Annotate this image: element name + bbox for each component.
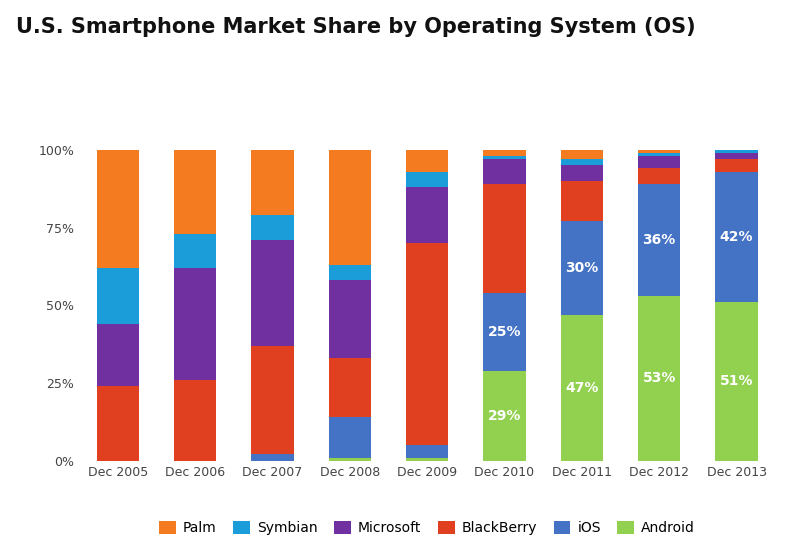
Bar bbox=[328, 358, 371, 417]
Bar bbox=[715, 153, 758, 159]
Bar bbox=[328, 265, 371, 280]
Bar bbox=[483, 293, 526, 371]
Bar bbox=[638, 156, 680, 169]
Bar bbox=[406, 445, 448, 457]
Bar bbox=[174, 150, 217, 234]
Bar bbox=[328, 150, 371, 265]
Bar bbox=[252, 215, 293, 240]
Bar bbox=[406, 457, 448, 461]
Text: comScore MobiLens, U.S., Age 13+, December 2005 - December 2013: comScore MobiLens, U.S., Age 13+, Decemb… bbox=[25, 59, 570, 73]
Bar bbox=[406, 243, 448, 445]
Bar bbox=[328, 457, 371, 461]
Bar bbox=[561, 315, 603, 461]
Text: 53%: 53% bbox=[642, 371, 676, 385]
Bar bbox=[561, 181, 603, 221]
Bar bbox=[561, 221, 603, 315]
Bar bbox=[252, 455, 293, 461]
Bar bbox=[174, 380, 217, 461]
Bar bbox=[715, 171, 758, 302]
Bar bbox=[561, 159, 603, 165]
Bar bbox=[97, 324, 139, 386]
Bar bbox=[328, 417, 371, 457]
Bar bbox=[561, 150, 603, 159]
Bar bbox=[97, 386, 139, 461]
Text: 25%: 25% bbox=[488, 325, 521, 339]
Bar bbox=[174, 234, 217, 268]
Text: 51%: 51% bbox=[720, 375, 753, 388]
Bar bbox=[638, 150, 680, 153]
Bar bbox=[328, 280, 371, 358]
Bar bbox=[252, 346, 293, 455]
Bar bbox=[483, 159, 526, 184]
Text: 36%: 36% bbox=[642, 233, 676, 247]
Bar bbox=[715, 150, 758, 153]
Bar bbox=[483, 150, 526, 156]
Bar bbox=[252, 240, 293, 346]
Bar bbox=[97, 150, 139, 268]
Bar bbox=[715, 159, 758, 171]
Bar bbox=[406, 150, 448, 171]
Legend: Palm, Symbian, Microsoft, BlackBerry, iOS, Android: Palm, Symbian, Microsoft, BlackBerry, iO… bbox=[153, 516, 701, 541]
Text: 30%: 30% bbox=[566, 261, 599, 275]
Bar bbox=[174, 268, 217, 380]
Text: 47%: 47% bbox=[565, 381, 599, 395]
Bar bbox=[483, 184, 526, 293]
Bar bbox=[483, 156, 526, 159]
Bar bbox=[638, 296, 680, 461]
Bar bbox=[715, 302, 758, 461]
Bar bbox=[483, 371, 526, 461]
Text: U.S. Smartphone Market Share by Operating System (OS): U.S. Smartphone Market Share by Operatin… bbox=[16, 17, 695, 37]
Bar bbox=[406, 187, 448, 243]
Bar bbox=[561, 165, 603, 181]
Bar bbox=[638, 153, 680, 156]
Bar bbox=[406, 171, 448, 187]
Bar bbox=[97, 268, 139, 324]
Text: 29%: 29% bbox=[488, 408, 521, 422]
Bar bbox=[638, 169, 680, 184]
Bar bbox=[252, 150, 293, 215]
Text: 42%: 42% bbox=[720, 230, 753, 244]
Bar bbox=[638, 184, 680, 296]
